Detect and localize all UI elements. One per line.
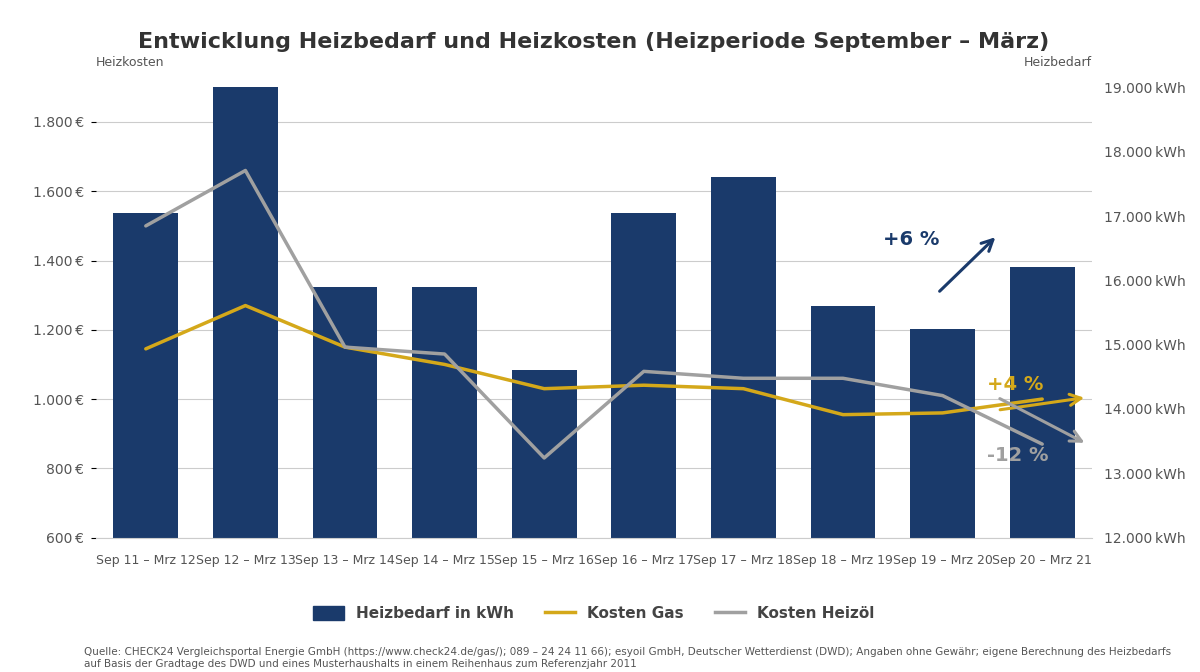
Text: +4 %: +4 %: [988, 376, 1044, 394]
Bar: [512, 370, 576, 538]
Bar: [911, 329, 974, 538]
Text: Quelle: CHECK24 Vergleichsportal Energie GmbH (https://www.check24.de/gas/); 089: Quelle: CHECK24 Vergleichsportal Energie…: [84, 647, 1171, 669]
Bar: [811, 306, 875, 538]
Bar: [214, 87, 277, 538]
Bar: [413, 287, 476, 538]
Text: Heizbedarf: Heizbedarf: [1024, 56, 1092, 69]
Bar: [114, 213, 178, 538]
Legend: Heizbedarf in kWh, Kosten Gas, Kosten Heizöl: Heizbedarf in kWh, Kosten Gas, Kosten He…: [306, 599, 882, 629]
Text: -12 %: -12 %: [988, 446, 1049, 466]
Bar: [612, 213, 676, 538]
Bar: [313, 287, 377, 538]
Bar: [712, 177, 775, 538]
Bar: [1010, 267, 1074, 538]
Text: Heizkosten: Heizkosten: [96, 56, 164, 69]
Text: +6 %: +6 %: [883, 230, 940, 249]
Title: Entwicklung Heizbedarf und Heizkosten (Heizperiode September – März): Entwicklung Heizbedarf und Heizkosten (H…: [138, 32, 1050, 52]
